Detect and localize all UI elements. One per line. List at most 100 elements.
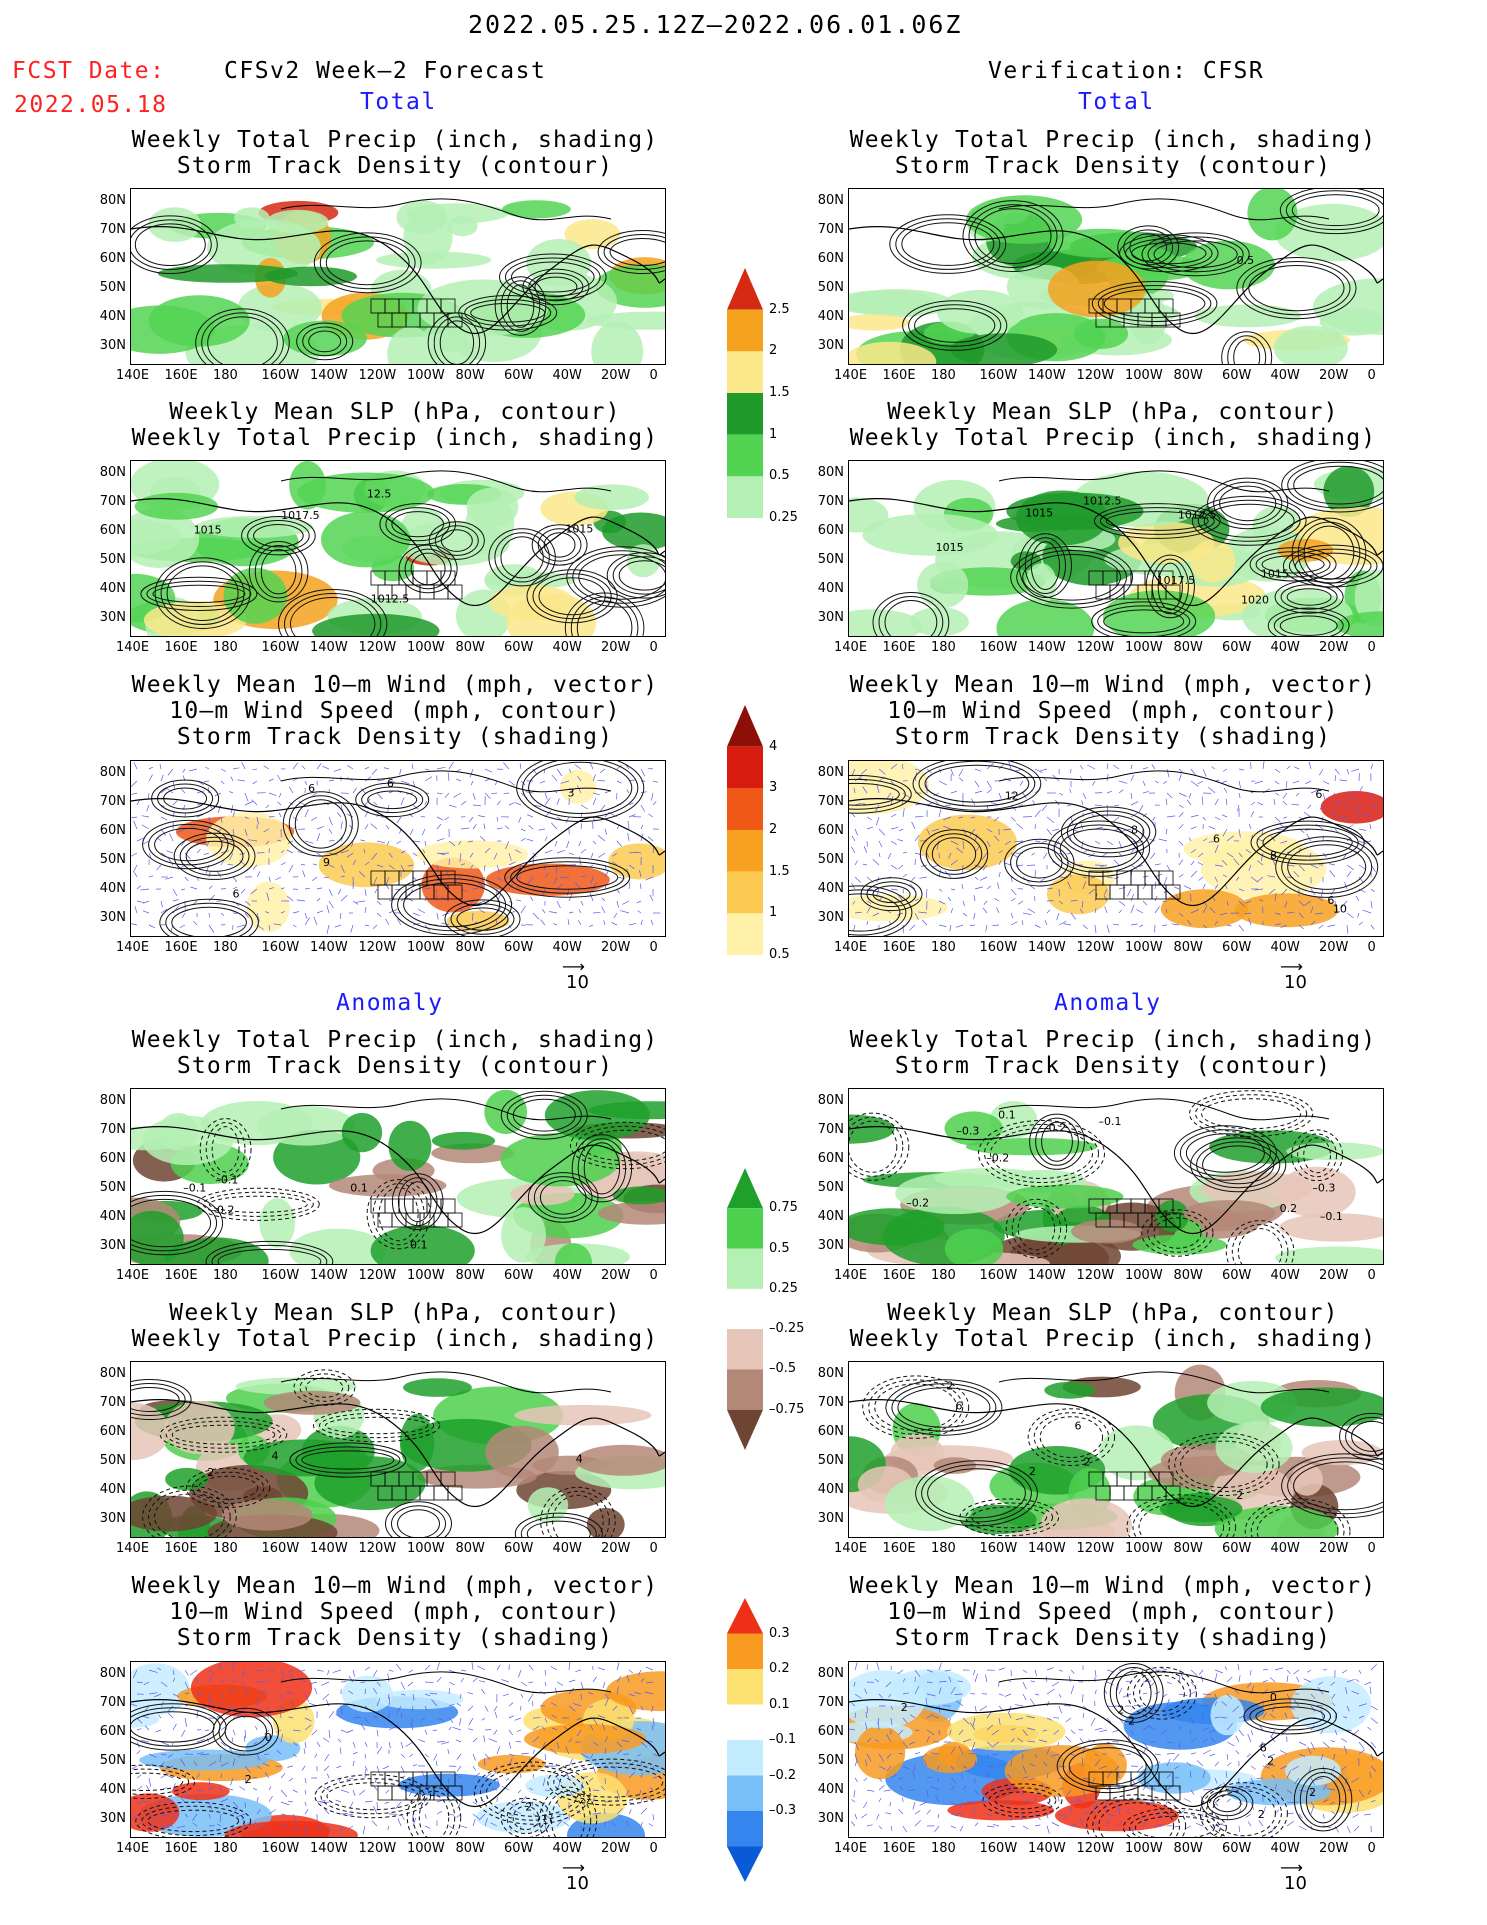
wind-vector: [1079, 1737, 1084, 1743]
shading-blob: [1004, 1745, 1120, 1797]
shading-blob: [1227, 1778, 1331, 1806]
contour-line: [971, 1506, 1048, 1529]
wind-vector: [1158, 838, 1168, 842]
contour-line: [241, 515, 316, 556]
lon-tick-label: 140E: [834, 1541, 868, 1556]
wind-vector: [613, 912, 618, 919]
wind-vector: [360, 839, 366, 842]
wind-vector: [1364, 1813, 1372, 1816]
shading-blob: [944, 1228, 1004, 1264]
wind-vector: [958, 768, 964, 777]
wind-vector: [1209, 907, 1216, 914]
lon-tick-label: 140W: [1028, 1541, 1066, 1556]
shading-blob: [524, 1724, 647, 1754]
wind-vector: [385, 1789, 390, 1794]
wind-vector: [551, 774, 558, 782]
wind-vector: [337, 888, 342, 895]
wind-vector: [1165, 798, 1168, 806]
wind-vector: [405, 1741, 414, 1747]
wind-vector: [1370, 1705, 1378, 1711]
wind-vector: [496, 827, 503, 830]
wind-vector: [592, 797, 597, 806]
contour-line: [1303, 1137, 1332, 1174]
wind-vector: [877, 1722, 880, 1731]
contour-line: [479, 1765, 585, 1821]
wind-vector: [544, 1753, 547, 1761]
wind-vector: [998, 872, 1001, 878]
wind-vector: [866, 826, 874, 830]
wind-vector: [236, 1813, 246, 1818]
wind-vector: [508, 852, 512, 861]
fcst-date-value: 2022.05.18: [14, 92, 168, 118]
contour-line: [1274, 580, 1344, 614]
wind-vector: [1247, 1681, 1252, 1688]
wind-vector: [897, 839, 904, 842]
wind-vector: [1209, 1753, 1216, 1757]
wind-vector: [541, 1726, 546, 1731]
wind-vector: [424, 1813, 427, 1819]
wind-vector: [628, 923, 637, 926]
contour-line: [494, 532, 550, 583]
wind-vector: [986, 1825, 995, 1828]
wind-vector: [647, 836, 654, 842]
lat-tick-label: 80N: [99, 765, 126, 780]
wind-vector: [568, 1679, 576, 1683]
contour-line: [994, 1791, 1051, 1810]
contour-line: [1305, 1776, 1341, 1824]
wind-vector: [208, 1813, 211, 1819]
wind-vector: [340, 837, 344, 842]
wind-vector: [324, 1808, 330, 1815]
wind-vector: [1099, 1729, 1108, 1733]
contour-line: [559, 1766, 664, 1798]
contour-line: [313, 232, 422, 294]
wind-vector: [914, 852, 924, 856]
wind-vector: [983, 1789, 988, 1796]
wind-vector: [865, 1759, 868, 1767]
wind-vector: [902, 851, 908, 854]
wind-vector: [1334, 775, 1337, 782]
wind-vector: [646, 1681, 654, 1684]
wind-vector: [544, 1669, 547, 1676]
wind-vector: [1307, 1746, 1312, 1755]
wind-vector: [635, 851, 642, 854]
wind-vector: [157, 1667, 162, 1671]
contour-line: [308, 330, 342, 353]
wind-vector: [1245, 849, 1252, 854]
wind-vector: [241, 1818, 246, 1827]
wind-vector: [549, 911, 558, 914]
lon-tick-label: 180: [931, 640, 956, 655]
wind-vector: [460, 800, 467, 806]
wind-vector: [1043, 777, 1048, 782]
shading-blob: [514, 1404, 652, 1426]
wind-vector: [400, 850, 406, 854]
contour-label: 2: [1128, 1714, 1135, 1727]
wind-vector: [1358, 840, 1367, 845]
wind-vector: [232, 876, 238, 883]
contour-label: 0: [265, 1731, 272, 1744]
wind-vector: [339, 912, 342, 919]
contour-line: [603, 234, 665, 270]
wind-vector: [1370, 1753, 1374, 1761]
wind-vector: [1070, 900, 1078, 902]
lat-tick-label: 50N: [99, 1453, 126, 1468]
lon-tick-label: 140W: [1028, 368, 1066, 383]
wind-vector: [575, 1669, 582, 1672]
wind-vector: [1202, 1727, 1210, 1731]
wind-vector: [350, 924, 354, 933]
wind-vector: [890, 1705, 894, 1710]
contour-line: [179, 836, 250, 876]
wind-vector: [424, 1825, 431, 1829]
wind-vector: [914, 815, 924, 818]
wind-vector: [1070, 912, 1077, 920]
lon-tick-label: 160W: [261, 368, 300, 383]
wind-vector: [1138, 864, 1144, 868]
wind-vector: [616, 792, 618, 800]
wind-vector: [876, 1813, 880, 1820]
wind-vector: [220, 1798, 228, 1803]
wind-vector: [1190, 768, 1196, 776]
contour-line: [282, 791, 359, 857]
contour-line: [1179, 1129, 1271, 1177]
wind-vector: [1334, 800, 1342, 806]
wind-vector: [1310, 1806, 1314, 1815]
wind-vector: [604, 1693, 610, 1700]
